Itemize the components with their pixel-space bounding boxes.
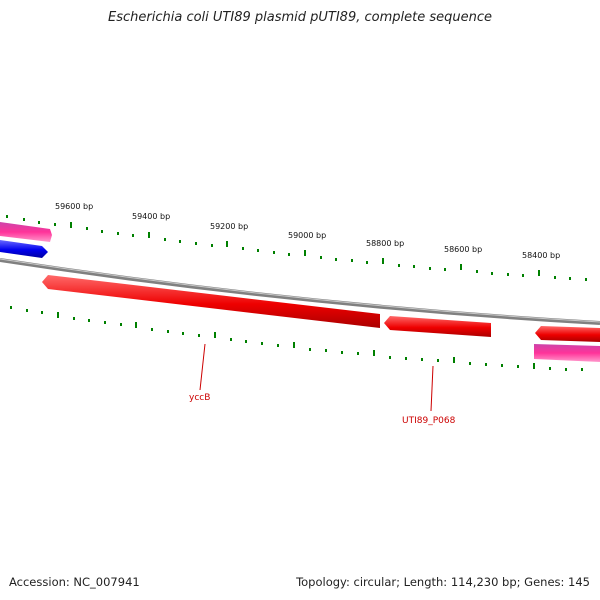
gene-UTI89_P068-arrow[interactable] <box>384 316 491 337</box>
gene-yccB-arrow[interactable] <box>42 275 380 328</box>
tick-label: 59000 bp <box>288 231 326 240</box>
forward-gene-pink[interactable] <box>0 222 52 242</box>
gene-label-yccB[interactable]: yccB <box>189 393 210 403</box>
UTI89_P068-leader-line <box>430 365 434 412</box>
tick-label: 59200 bp <box>210 222 248 231</box>
forward-gene-blue[interactable] <box>0 240 48 258</box>
gene-red-right-arrow[interactable] <box>535 326 600 342</box>
outer-tick-ring <box>6 215 587 281</box>
tick-label: 58800 bp <box>366 239 404 248</box>
tick-label: 59600 bp <box>55 202 93 211</box>
tick-label: 58400 bp <box>522 251 560 260</box>
gene-pink-right[interactable] <box>534 344 600 362</box>
plasmid-backbone <box>0 258 600 325</box>
yccB-leader-line <box>199 343 206 391</box>
topology-summary: Topology: circular; Length: 114,230 bp; … <box>296 575 590 589</box>
accession-text: Accession: NC_007941 <box>9 575 140 589</box>
tick-label: 58600 bp <box>444 245 482 254</box>
tick-label: 59400 bp <box>132 212 170 221</box>
gene-label-UTI89_P068[interactable]: UTI89_P068 <box>402 416 456 426</box>
map-title: Escherichia coli UTI89 plasmid pUTI89, c… <box>108 10 492 25</box>
inner-tick-ring <box>10 306 583 371</box>
